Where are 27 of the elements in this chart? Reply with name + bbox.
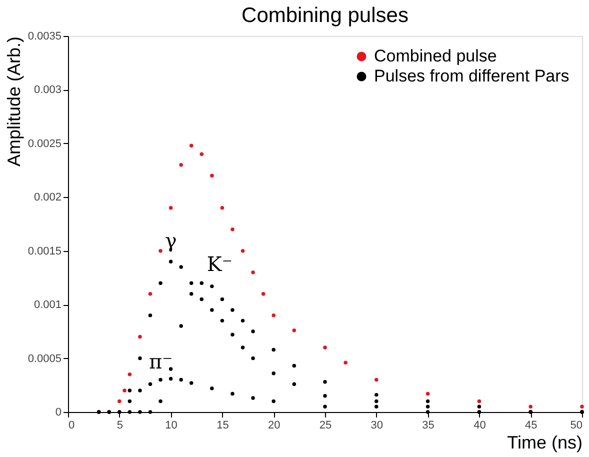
x-tick-label: 20 [268, 420, 280, 432]
x-tick-label: 15 [216, 420, 229, 432]
y-tick-label: 0.003 [34, 84, 62, 96]
chart-title: Combining pulses [242, 4, 408, 27]
y-tick-label: 0.0015 [28, 245, 62, 258]
y-tick-label: 0.0005 [28, 352, 62, 365]
annotation: π⁻ [148, 350, 173, 374]
y-tick-label: 0.002 [34, 192, 62, 204]
x-tick-label: 35 [422, 420, 434, 432]
x-tick-label: 25 [319, 420, 332, 432]
x-tick-label: 45 [524, 420, 538, 432]
y-tick-label: 0 [55, 406, 62, 418]
y-axis-title: Amplitude (Arb.) [4, 36, 24, 167]
legend-label: Combined pulse [374, 46, 497, 66]
x-tick-label: 0 [68, 420, 75, 432]
x-axis-title: Time (ns) [507, 432, 582, 452]
x-tick-label: 40 [474, 420, 486, 432]
annotation: K⁻ [206, 252, 232, 276]
x-tick-label: 30 [370, 420, 384, 432]
y-tick-label: 0.0035 [28, 30, 62, 42]
x-tick-label: 50 [570, 420, 582, 432]
annotation: γ [164, 228, 177, 253]
y-tick-label: 0.001 [34, 299, 62, 312]
x-tick-label: 10 [165, 420, 178, 432]
x-tick-label: 5 [116, 420, 123, 432]
y-tick-label: 0.0025 [28, 138, 62, 150]
legend-label: Pulses from different Pars [374, 66, 570, 86]
